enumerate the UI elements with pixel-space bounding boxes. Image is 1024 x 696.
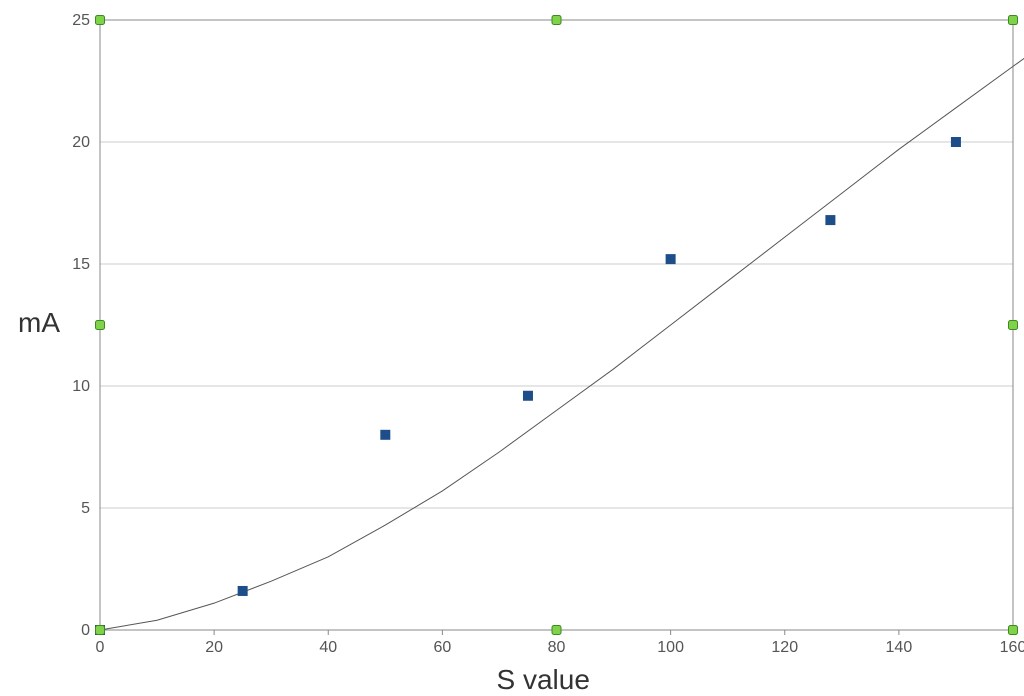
x-tick-label: 0	[96, 639, 105, 656]
x-axis-title: S value	[497, 664, 590, 696]
x-tick-label: 20	[205, 639, 223, 656]
x-tick-label: 100	[657, 639, 684, 656]
y-tick-label: 0	[81, 622, 90, 639]
x-tick-label: 120	[771, 639, 798, 656]
plot-area[interactable]	[100, 20, 1013, 630]
chart-container: 0 5 10 15 20 25 0 20 40 60 80 100 120 140 160 mA S val…	[0, 0, 1024, 696]
y-tick-label: 20	[72, 134, 90, 151]
selection-handle[interactable]	[552, 626, 561, 635]
x-tick-label: 160	[1000, 639, 1024, 656]
y-tick-label: 5	[81, 500, 90, 517]
data-point[interactable]	[523, 391, 533, 401]
x-tick-label: 60	[433, 639, 451, 656]
chart-plot[interactable]: 0 5 10 15 20 25 0 20 40 60 80 100 120 140 160	[0, 0, 1024, 696]
data-point[interactable]	[951, 137, 961, 147]
data-point[interactable]	[238, 586, 248, 596]
selection-handle[interactable]	[96, 321, 105, 330]
data-point[interactable]	[825, 215, 835, 225]
y-tick-label: 25	[72, 12, 90, 29]
selection-handle[interactable]	[96, 626, 105, 635]
data-point[interactable]	[380, 430, 390, 440]
selection-handle[interactable]	[1009, 626, 1018, 635]
selection-handle[interactable]	[1009, 321, 1018, 330]
selection-handle[interactable]	[1009, 16, 1018, 25]
selection-handle[interactable]	[96, 16, 105, 25]
x-tick-label: 140	[886, 639, 913, 656]
selection-handle[interactable]	[552, 16, 561, 25]
x-tick-label: 40	[319, 639, 337, 656]
y-tick-label: 10	[72, 378, 90, 395]
data-point[interactable]	[666, 254, 676, 264]
y-axis-title: mA	[18, 307, 60, 339]
x-tick-label: 80	[548, 639, 566, 656]
y-tick-label: 15	[72, 256, 90, 273]
